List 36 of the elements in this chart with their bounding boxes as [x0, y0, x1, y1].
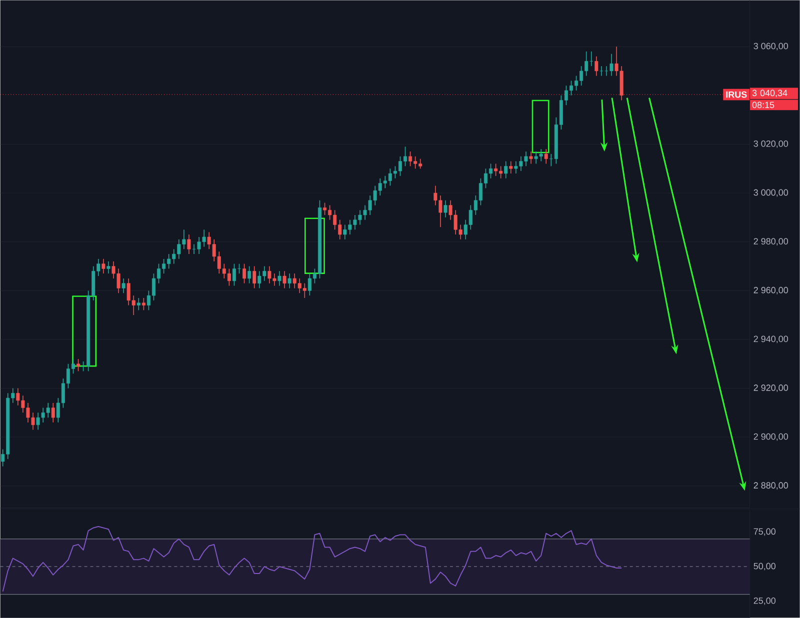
y-tick-label: 3 020,00 — [754, 140, 788, 148]
y-tick-label: 2 900,00 — [754, 433, 788, 441]
y-tick-label: 75,00 — [754, 528, 776, 536]
candlestick — [122, 278, 126, 294]
candlestick — [51, 402, 55, 423]
candlestick — [242, 263, 246, 284]
y-tick-label: 2 980,00 — [754, 238, 788, 246]
y-tick-label: 3 000,00 — [754, 189, 788, 197]
candlestick — [187, 234, 191, 254]
y-tick-label: 3 060,00 — [754, 42, 788, 50]
candlestick — [278, 270, 282, 286]
candlestick — [76, 358, 80, 372]
y-tick-label: 25,00 — [754, 597, 776, 605]
y-tick-label: 2 920,00 — [754, 384, 788, 392]
y-tick-label: 2 940,00 — [754, 336, 788, 344]
candlestick — [252, 266, 256, 289]
y-tick-label: 50,00 — [754, 562, 776, 570]
candlestick — [594, 56, 598, 76]
ref-line-label: IRUS — [726, 91, 747, 98]
candlestick — [136, 298, 140, 311]
candlestick — [509, 160, 513, 174]
candlestick — [444, 200, 448, 218]
candlestick — [102, 258, 106, 274]
candlestick — [504, 160, 508, 179]
candlestick — [282, 270, 286, 289]
candlestick — [142, 298, 146, 311]
text: 08:15 — [752, 102, 774, 108]
text: 3 040,34 — [752, 90, 788, 98]
candlestick — [600, 66, 604, 76]
candlestick — [544, 148, 548, 164]
y-tick-label: 2 960,00 — [754, 286, 788, 294]
candlestick — [106, 260, 110, 274]
candlestick — [529, 151, 533, 164]
candlestick — [248, 266, 252, 284]
candlestick — [288, 273, 292, 289]
y-tick-label: 2 880,00 — [754, 482, 788, 490]
